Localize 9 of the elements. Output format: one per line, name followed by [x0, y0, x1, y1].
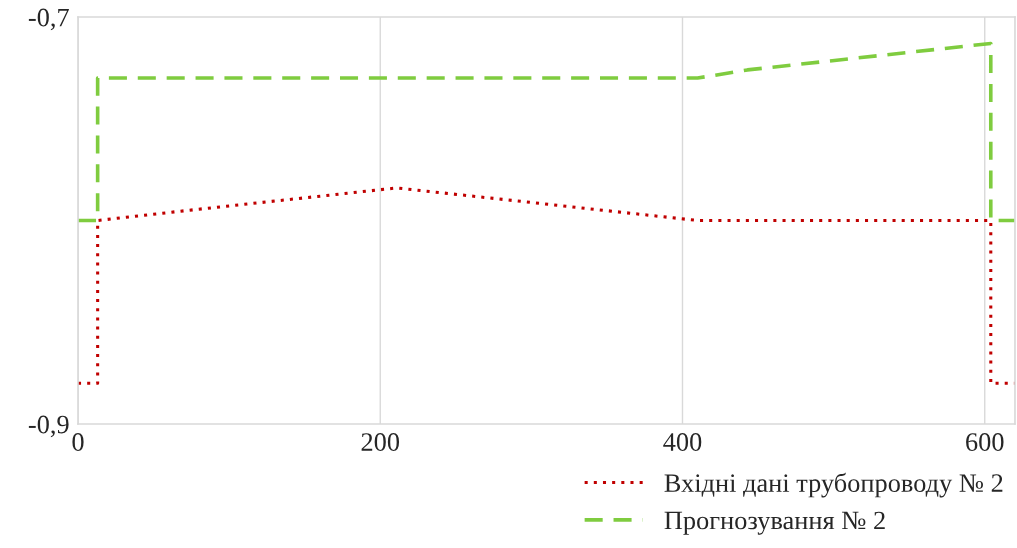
x-tick-label: 400 [663, 433, 702, 451]
x-tick-label: 0 [72, 433, 84, 451]
legend-label: Прогнозування № 2 [664, 511, 885, 535]
y-tick-label: -0,9 [28, 415, 69, 438]
y-tick-label: -0,7 [28, 8, 69, 31]
legend-label: Вхідні дані трубопроводу № 2 [664, 472, 1003, 498]
line-series [78, 41, 1015, 223]
x-tick-label: 200 [361, 433, 400, 451]
x-tick-label: 600 [966, 433, 1004, 451]
